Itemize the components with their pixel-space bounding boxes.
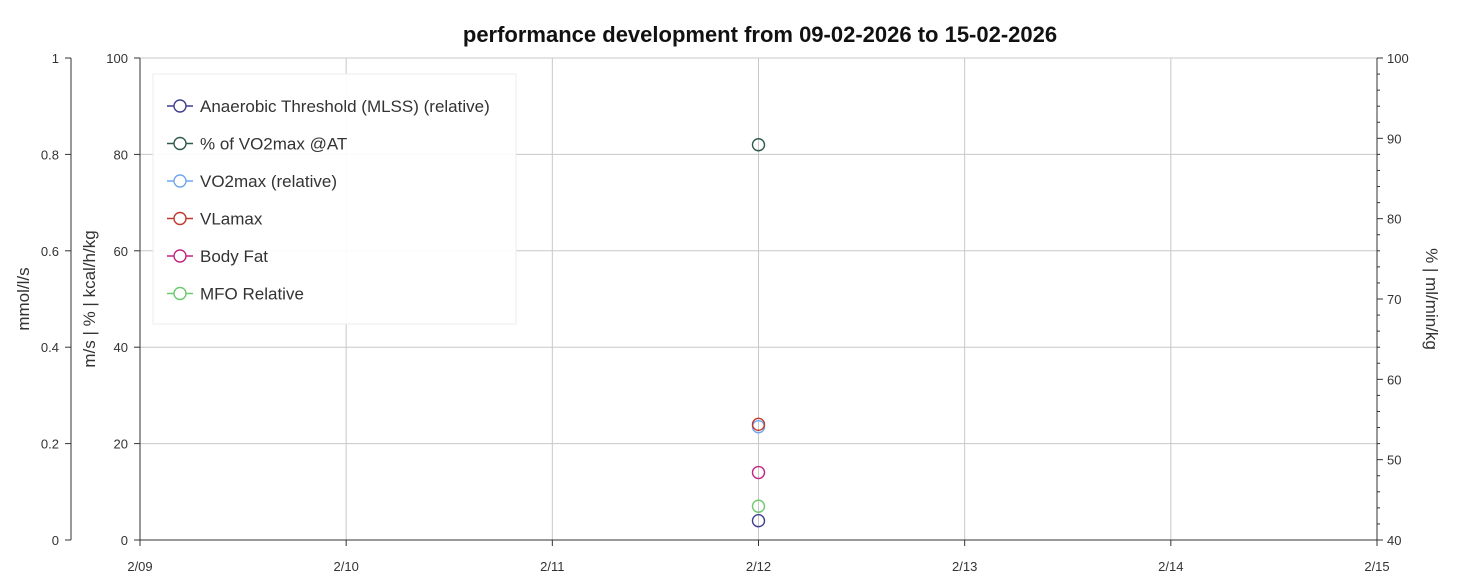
x-tick-label: 2/09 [127, 559, 152, 574]
right-tick-label: 50 [1387, 453, 1401, 468]
left-inner-tick-label: 80 [114, 147, 128, 162]
left-inner-tick-label: 60 [114, 244, 128, 259]
data-point [751, 465, 766, 480]
data-points [751, 138, 766, 528]
x-tick-label: 2/15 [1364, 559, 1389, 574]
left-outer-tick-label: 0.8 [41, 147, 59, 162]
left-outer-axis-label: mmol/l/s [14, 267, 33, 330]
right-axis-label: % | ml/min/kg [1422, 248, 1441, 350]
x-tick-label: 2/10 [334, 559, 359, 574]
left-outer-tick-label: 0 [52, 533, 59, 548]
x-tick-label: 2/12 [746, 559, 771, 574]
left-outer-tick-label: 0.4 [41, 340, 59, 355]
data-point [751, 417, 766, 432]
data-point [751, 514, 766, 528]
left-inner-tick-label: 40 [114, 340, 128, 355]
right-tick-label: 90 [1387, 131, 1401, 146]
legend-swatch-marker [173, 249, 187, 263]
x-tick-label: 2/11 [540, 559, 564, 574]
left-outer-tick-label: 0.6 [41, 244, 59, 259]
left-outer-tick-label: 0.2 [41, 437, 59, 452]
right-tick-label: 60 [1387, 372, 1401, 387]
legend-swatch-marker [173, 174, 187, 188]
data-point [751, 138, 766, 152]
legend-label: VLamax [200, 210, 263, 229]
legend-swatch-marker [173, 286, 187, 301]
right-tick-label: 40 [1387, 533, 1401, 548]
legend-box [152, 73, 517, 325]
chart-title: performance development from 09-02-2026 … [463, 22, 1057, 47]
legend-label: % of VO2max @AT [200, 135, 347, 154]
legend-swatch-marker [173, 136, 187, 151]
legend-label: VO2max (relative) [200, 172, 337, 191]
legend-label: Anaerobic Threshold (MLSS) (relative) [200, 97, 490, 116]
left-inner-tick-label: 20 [114, 437, 128, 452]
left-outer-tick-label: 1 [52, 51, 59, 66]
left-inner-tick-label: 100 [106, 51, 128, 66]
x-tick-label: 2/14 [1158, 559, 1183, 574]
right-tick-label: 100 [1387, 51, 1409, 66]
data-point [751, 499, 766, 513]
legend-swatch-marker [173, 99, 187, 113]
x-tick-label: 2/13 [952, 559, 977, 574]
legend-label: Body Fat [200, 247, 268, 266]
left-inner-tick-label: 0 [121, 533, 128, 548]
right-tick-label: 80 [1387, 212, 1401, 227]
legend: Anaerobic Threshold (MLSS) (relative) % o… [152, 73, 517, 325]
legend-label: MFO Relative [200, 285, 304, 304]
left-inner-axis-label: m/s | % | kcal/h/kg [80, 230, 99, 367]
legend-swatch-marker [173, 211, 187, 226]
right-tick-label: 70 [1387, 292, 1401, 307]
axes: 0 20 40 60 80 100 m/s | % | kcal/h/kg 0 0.2 0.4 0.… [14, 51, 1441, 574]
